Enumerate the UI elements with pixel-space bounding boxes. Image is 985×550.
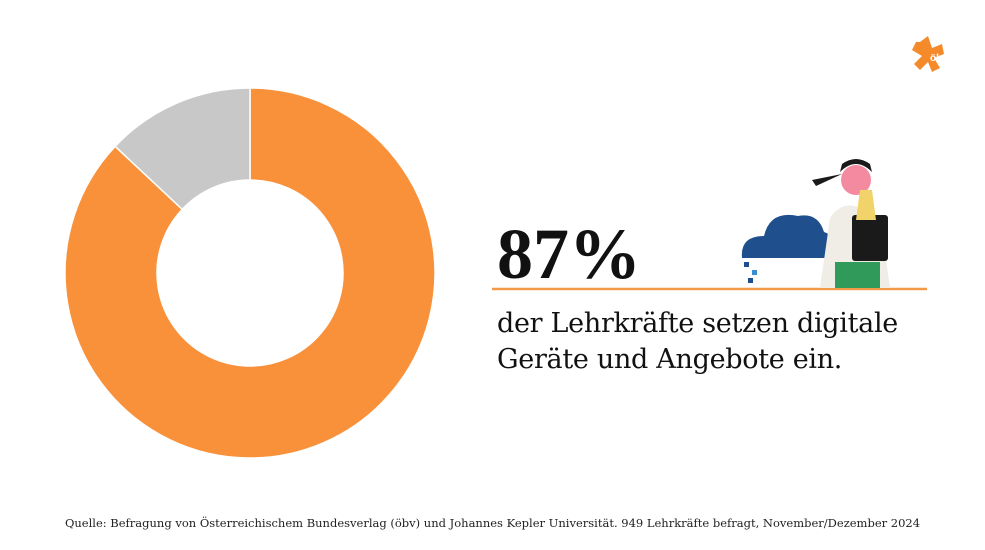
illustration	[741, 159, 890, 288]
donut-segment	[114, 87, 251, 211]
donut	[64, 87, 436, 459]
logo-text: öbv	[930, 53, 948, 64]
description: der Lehrkräfte setzen digitale Geräte un…	[497, 308, 898, 375]
logo: öbv	[912, 36, 948, 72]
highlight-value: 87%	[497, 214, 641, 294]
source-note: Quelle: Befragung von Österreichischem B…	[64, 516, 921, 530]
donut-segment	[64, 87, 436, 459]
